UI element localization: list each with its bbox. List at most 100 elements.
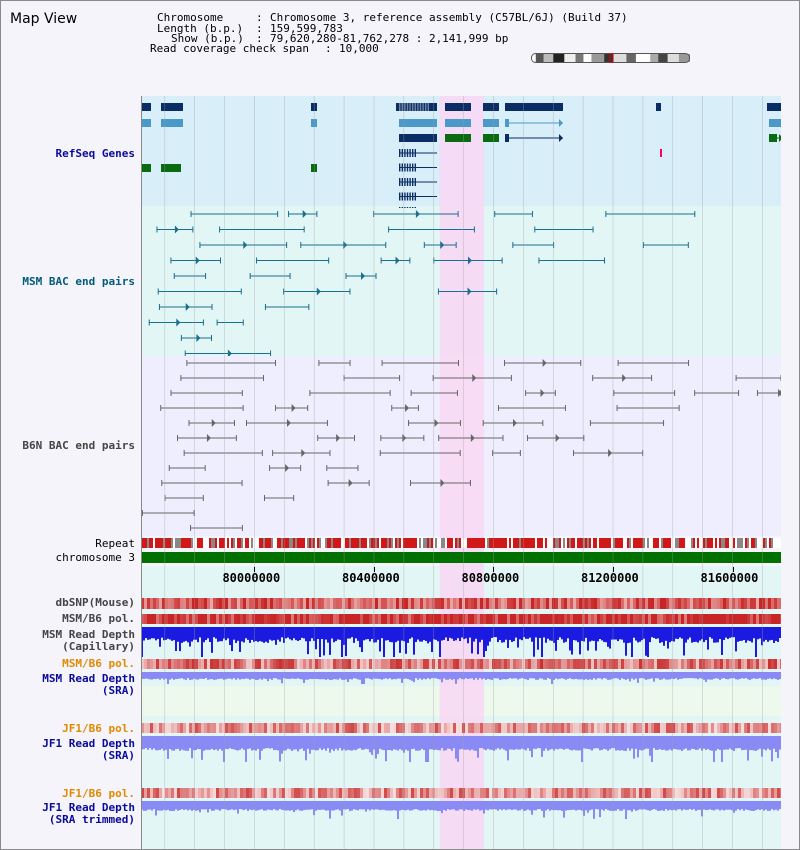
heat-cell: [765, 598, 768, 609]
depth-bar: [639, 627, 641, 642]
heat-cell: [516, 723, 519, 733]
heat-cell: [780, 723, 781, 733]
repeat-block: [659, 538, 661, 548]
depth-bar: [145, 627, 147, 639]
depth-bar: [327, 627, 329, 643]
heat-cell: [564, 788, 567, 798]
heat-cell: [657, 598, 660, 609]
chromosome-ideogram[interactable]: [531, 53, 690, 63]
depth-bar: [641, 736, 643, 751]
heat-cell: [618, 788, 621, 798]
heat-cell: [267, 723, 270, 733]
depth-bar: [229, 801, 231, 810]
heat-cell: [291, 723, 294, 733]
depth-bar: [629, 672, 631, 682]
heat-cell: [696, 788, 699, 798]
depth-bar: [427, 736, 429, 762]
heat-cell: [189, 598, 192, 609]
heat-cell: [561, 598, 564, 609]
depth-bar: [241, 801, 243, 810]
heat-cell: [714, 598, 717, 609]
depth-bar: [289, 801, 291, 811]
heat-cell: [573, 598, 576, 609]
repeat-block: [699, 538, 701, 548]
heat-cell: [219, 723, 222, 733]
depth-bar: [267, 627, 269, 643]
depth-bar: [601, 627, 603, 641]
depth-bar: [641, 627, 643, 641]
repeat-block: [527, 538, 529, 548]
depth-bar: [561, 801, 563, 811]
depth-bar: [153, 801, 155, 810]
repeat-block: [749, 538, 751, 548]
heat-cell: [249, 788, 252, 798]
repeat-block: [225, 538, 227, 548]
depth-bar: [451, 801, 453, 810]
heat-cell: [186, 659, 189, 669]
depth-bar: [191, 736, 193, 759]
depth-bar: [211, 627, 213, 653]
repeat-block: [761, 538, 763, 548]
depth-bar: [179, 672, 181, 679]
heat-cell: [489, 598, 492, 609]
msm-bac-track: [148, 210, 696, 356]
depth-bar: [583, 627, 585, 642]
depth-bar: [609, 627, 611, 649]
repeat-block: [545, 538, 547, 548]
heat-cell: [180, 788, 183, 798]
heat-cell: [528, 723, 531, 733]
depth-bar: [181, 672, 183, 679]
repeat-block: [269, 538, 271, 548]
depth-bar: [525, 801, 527, 811]
heat-cell: [696, 723, 699, 733]
depth-bar: [319, 672, 321, 680]
repeat-block: [145, 538, 147, 548]
depth-bar: [501, 736, 503, 749]
gene-exon: [419, 103, 422, 111]
depth-bar: [501, 672, 503, 680]
heat-cell: [351, 614, 354, 624]
heat-cell: [456, 659, 459, 669]
depth-bar: [205, 801, 207, 810]
depth-bar: [179, 627, 181, 652]
heat-cell: [222, 614, 225, 624]
depth-bar: [683, 801, 685, 810]
depth-bar: [439, 672, 441, 680]
depth-bar: [543, 801, 545, 818]
depth-bar: [593, 801, 595, 819]
depth-bar: [595, 801, 597, 810]
depth-bar: [341, 627, 343, 657]
depth-bar: [777, 736, 779, 759]
heat-cell: [252, 788, 255, 798]
heat-cell: [708, 659, 711, 669]
heat-cell: [174, 659, 177, 669]
depth-bar: [471, 801, 473, 811]
genome-browser-canvas[interactable]: [141, 96, 781, 849]
heat-cell: [477, 598, 480, 609]
heat-cell: [465, 614, 468, 624]
repeat-block: [591, 538, 593, 548]
depth-bar: [775, 672, 777, 680]
heat-cell: [177, 659, 180, 669]
repeat-block: [293, 538, 295, 548]
depth-bar: [779, 627, 781, 639]
heat-cell: [345, 659, 348, 669]
heat-cell: [768, 659, 771, 669]
repeat-block: [319, 538, 321, 548]
depth-bar: [575, 627, 577, 641]
ideogram-band: [635, 54, 651, 62]
heat-cell: [747, 614, 750, 624]
depth-bar: [339, 736, 341, 749]
heat-cell: [459, 723, 462, 733]
depth-bar: [747, 627, 749, 641]
depth-bar: [701, 801, 703, 817]
heat-cell: [297, 659, 300, 669]
depth-bar: [499, 801, 501, 810]
repeat-block: [457, 538, 459, 548]
depth-bar: [281, 672, 283, 684]
repeat-block: [387, 538, 389, 548]
depth-bar: [491, 736, 493, 750]
depth-bar: [687, 801, 689, 810]
heat-cell: [285, 659, 288, 669]
heat-cell: [408, 598, 411, 609]
